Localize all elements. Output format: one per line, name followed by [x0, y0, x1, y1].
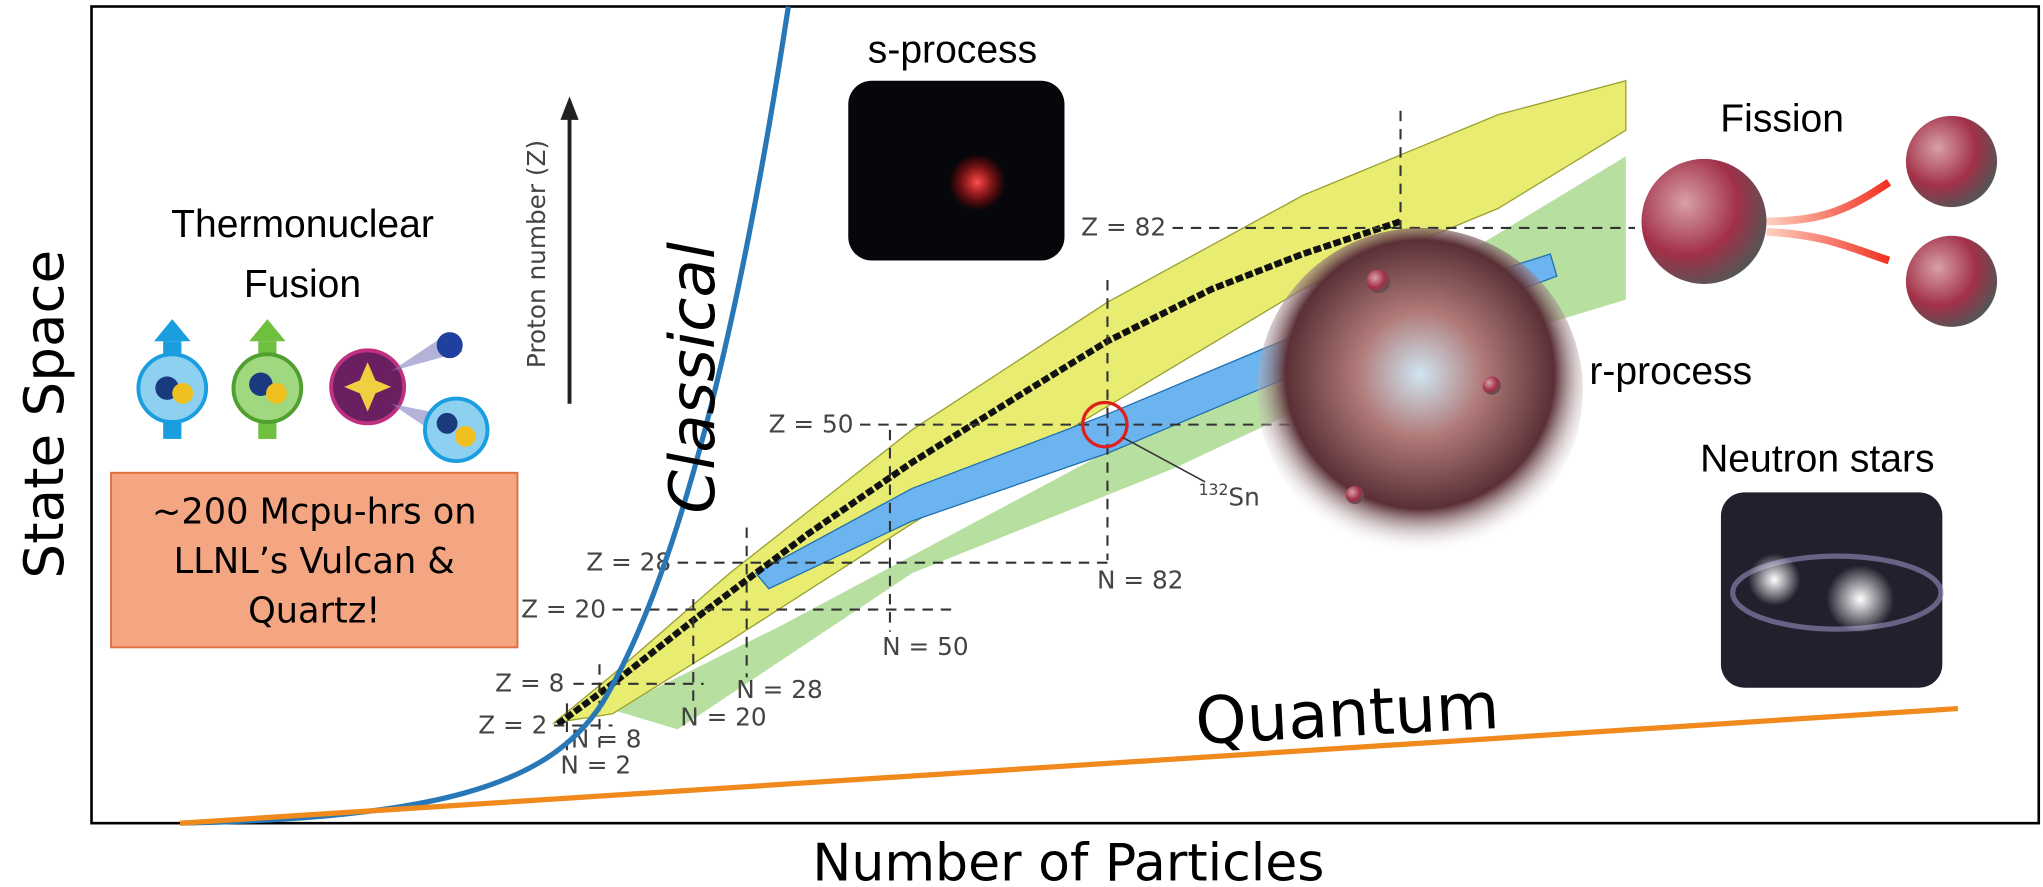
- note-text: LLNL’s Vulcan &: [174, 541, 455, 582]
- y-axis-label: State Space: [12, 250, 76, 579]
- nucleus: [1906, 116, 1997, 207]
- fission-arrow: [1767, 182, 1889, 260]
- star: [1748, 554, 1800, 606]
- nucleus: [1906, 236, 1997, 327]
- z-label: Z = 8: [495, 669, 564, 698]
- isotope-mass: 132: [1199, 481, 1229, 499]
- star: [1826, 565, 1894, 633]
- isotope-symbol: Sn: [1228, 482, 1259, 511]
- isotope-label: 132Sn: [1199, 481, 1260, 511]
- r-process-image: [1257, 228, 1583, 554]
- proton-axis-label: Proton number (Z): [522, 140, 551, 368]
- nucleus: [1483, 376, 1501, 394]
- x-axis-label: Number of Particles: [812, 833, 1324, 887]
- z-label: Z = 28: [586, 547, 671, 576]
- neutron-stars-label: Neutron stars: [1700, 438, 1934, 481]
- n-label: N = 28: [736, 675, 822, 704]
- n-label: N = 2: [560, 751, 631, 780]
- s-process-label: s-process: [868, 29, 1037, 72]
- quantum-label: Quantum: [1194, 669, 1501, 760]
- nucleus: [1641, 159, 1766, 284]
- diagram: 132Sn Z = 82 Z = 50 Z = 28 Z = 20 Z = 8 …: [0, 0, 2043, 887]
- fission-label: Fission: [1720, 98, 1844, 141]
- nucleus: [1367, 270, 1390, 293]
- nucleus: [1346, 486, 1364, 504]
- r-process-label: r-process: [1589, 350, 1752, 393]
- n-label: N = 82: [1097, 566, 1183, 595]
- quantum-line: [180, 709, 1958, 824]
- fusion-title: Fusion: [244, 263, 361, 306]
- z-label: Z = 20: [521, 594, 606, 623]
- z-label: Z = 2: [478, 710, 547, 739]
- n-label: N = 20: [680, 702, 766, 731]
- star: [949, 154, 1006, 211]
- fusion-icons: [138, 319, 487, 461]
- note-text: Quartz!: [248, 591, 380, 632]
- z-label: Z = 82: [1081, 213, 1166, 242]
- z-label: Z = 50: [769, 409, 854, 438]
- n-label: N = 50: [882, 632, 968, 661]
- fusion-title: Thermonuclear: [171, 203, 434, 246]
- classical-label: Classical: [656, 241, 729, 513]
- note-text: ~200 Mcpu-hrs on: [152, 492, 477, 533]
